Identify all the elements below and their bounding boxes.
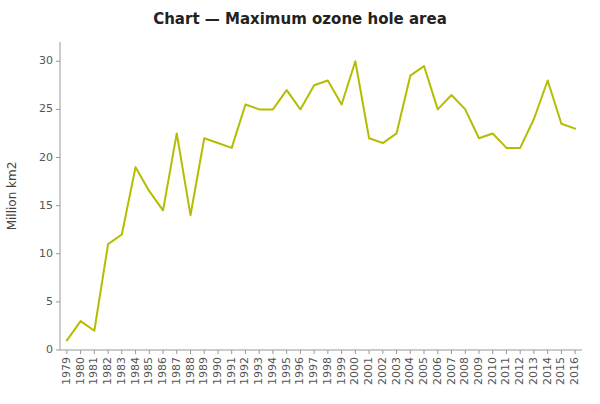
- x-tick: [108, 350, 109, 354]
- x-tick: [561, 350, 562, 354]
- y-tick: [56, 61, 60, 62]
- x-tick: [204, 350, 205, 354]
- chart-container: Chart — Maximum ozone hole area Million k…: [0, 0, 600, 404]
- x-tick-label: 2003: [390, 357, 403, 385]
- y-tick-label: 5: [46, 295, 53, 308]
- x-tick: [369, 350, 370, 354]
- x-tick-label: 1996: [293, 357, 306, 385]
- x-tick: [176, 350, 177, 354]
- x-tick: [80, 350, 81, 354]
- x-tick-label: 2010: [486, 357, 499, 385]
- axes: 0 5 10 15 20 25 30 1979198019811982198319841985…: [39, 42, 582, 385]
- x-tick-label: 2000: [348, 357, 361, 385]
- y-tick-label: 30: [39, 54, 53, 67]
- y-tick-label: 20: [39, 151, 53, 164]
- x-tick-label: 2001: [362, 357, 375, 385]
- x-tick: [259, 350, 260, 354]
- x-tick-label: 2014: [541, 357, 554, 385]
- x-tick: [396, 350, 397, 354]
- x-tick-label: 1991: [225, 357, 238, 385]
- x-tick: [575, 350, 576, 354]
- x-tick: [231, 350, 232, 354]
- x-tick: [190, 350, 191, 354]
- x-tick: [66, 350, 67, 354]
- x-tick-label: 2013: [527, 357, 540, 385]
- x-tick-label: 2005: [417, 357, 430, 385]
- x-tick: [451, 350, 452, 354]
- x-tick-label: 1986: [156, 357, 169, 385]
- y-tick: [56, 253, 60, 254]
- y-tick: [56, 109, 60, 110]
- x-tick: [492, 350, 493, 354]
- x-tick-label: 2009: [472, 357, 485, 385]
- x-tick: [327, 350, 328, 354]
- x-tick: [355, 350, 356, 354]
- x-tick-label: 1990: [211, 357, 224, 385]
- x-tick: [300, 350, 301, 354]
- x-tick: [121, 350, 122, 354]
- x-tick: [286, 350, 287, 354]
- x-tick: [272, 350, 273, 354]
- y-tick-label: 25: [39, 102, 53, 115]
- x-tick-label: 1994: [266, 357, 279, 385]
- x-tick-label: 1995: [280, 357, 293, 385]
- x-tick-label: 1984: [129, 357, 142, 385]
- x-tick-label: 1992: [238, 357, 251, 385]
- y-tick: [56, 205, 60, 206]
- x-tick-label: 1993: [252, 357, 265, 385]
- x-tick-label: 1987: [170, 357, 183, 385]
- x-tick: [506, 350, 507, 354]
- x-tick: [424, 350, 425, 354]
- x-tick-label: 2008: [458, 357, 471, 385]
- x-tick-label: 1979: [60, 357, 73, 385]
- x-tick-label: 2012: [513, 357, 526, 385]
- x-tick-label: 2015: [554, 357, 567, 385]
- y-tick-label: 15: [39, 199, 53, 212]
- x-tick-label: 1997: [307, 357, 320, 385]
- x-tick: [478, 350, 479, 354]
- x-tick: [520, 350, 521, 354]
- x-tick-label: 1989: [197, 357, 210, 385]
- x-axis-line: [60, 350, 582, 351]
- x-tick-label: 2002: [376, 357, 389, 385]
- x-tick-label: 1988: [184, 357, 197, 385]
- y-tick-label: 10: [39, 247, 53, 260]
- title: Chart — Maximum ozone hole area: [153, 10, 447, 28]
- x-tick-label: 1981: [87, 357, 100, 385]
- x-tick: [163, 350, 164, 354]
- x-tick-label: 1985: [142, 357, 155, 385]
- x-tick-label: 2004: [403, 357, 416, 385]
- x-tick: [94, 350, 95, 354]
- x-tick: [533, 350, 534, 354]
- x-tick-label: 2016: [568, 357, 581, 385]
- x-tick-label: 1980: [74, 357, 87, 385]
- y-tick: [56, 301, 60, 302]
- data-line: [67, 61, 575, 340]
- x-tick: [149, 350, 150, 354]
- x-tick: [217, 350, 218, 354]
- x-tick-label: 2007: [445, 357, 458, 385]
- x-tick: [245, 350, 246, 354]
- y-tick-label: 0: [46, 343, 53, 356]
- y-axis-line: [60, 42, 61, 350]
- x-tick-label: 1982: [101, 357, 114, 385]
- x-tick: [547, 350, 548, 354]
- x-tick-label: 2006: [431, 357, 444, 385]
- x-tick: [341, 350, 342, 354]
- x-tick: [410, 350, 411, 354]
- plot-area: [67, 61, 575, 340]
- x-tick-label: 1983: [115, 357, 128, 385]
- x-tick: [465, 350, 466, 354]
- x-tick-label: 1998: [321, 357, 334, 385]
- x-tick: [135, 350, 136, 354]
- y-axis-label: Million km2: [5, 162, 19, 231]
- y-tick: [56, 157, 60, 158]
- x-tick: [382, 350, 383, 354]
- x-tick: [314, 350, 315, 354]
- x-tick-label: 2011: [499, 357, 512, 385]
- chart: Chart — Maximum ozone hole area Million k…: [0, 0, 600, 404]
- y-tick: [56, 350, 60, 351]
- x-tick: [437, 350, 438, 354]
- x-tick-label: 1999: [335, 357, 348, 385]
